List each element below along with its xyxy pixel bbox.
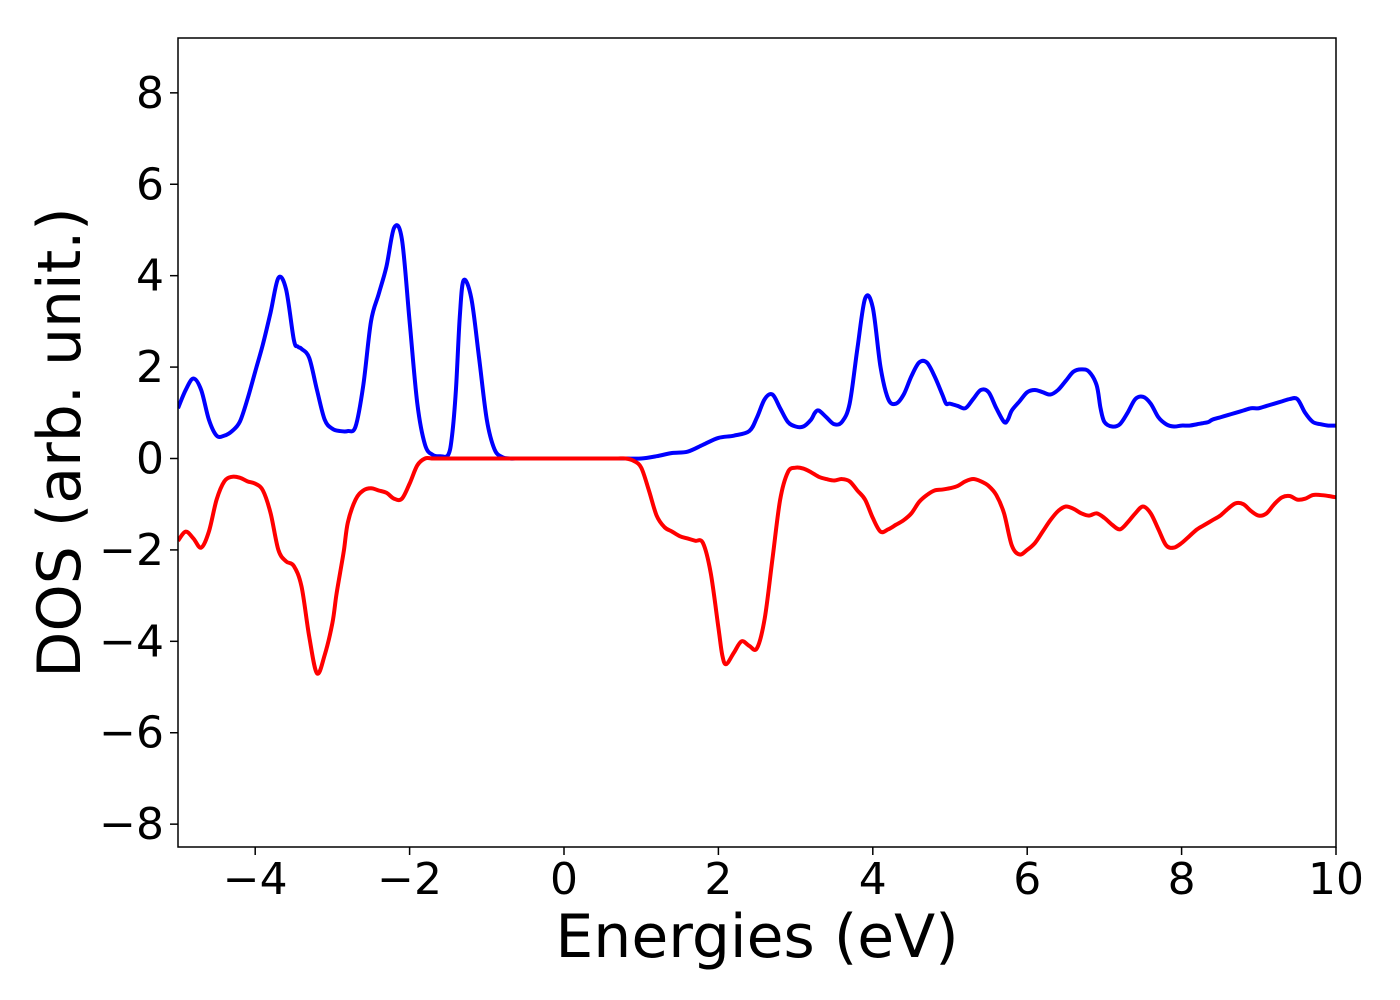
x-tick-label: 4 <box>859 854 887 905</box>
y-tick-label: 0 <box>136 433 164 484</box>
y-tick-label: 2 <box>136 342 164 393</box>
x-tick-label: 8 <box>1168 854 1196 905</box>
x-tick-label: −2 <box>377 854 442 905</box>
y-axis-label: DOS (arb. unit.) <box>25 207 95 677</box>
y-tick-label: −8 <box>99 799 164 850</box>
x-tick-label: −4 <box>223 854 288 905</box>
x-tick-label: 6 <box>1013 854 1041 905</box>
y-tick-label: 4 <box>136 251 164 302</box>
x-tick-label: 2 <box>704 854 732 905</box>
series-line-blue <box>178 223 1336 461</box>
x-tick-label: 0 <box>550 854 578 905</box>
y-tick-label: −4 <box>99 616 164 667</box>
series-layer <box>178 223 1336 676</box>
x-tick-label: 10 <box>1308 854 1364 905</box>
y-tick-label: −6 <box>99 708 164 759</box>
x-axis-label: Energies (eV) <box>555 902 958 972</box>
y-tick-label: 8 <box>136 68 164 119</box>
plot-frame <box>177 37 1337 848</box>
series-line-red <box>178 455 1336 676</box>
tick-layer: −4 −2 0 2 4 6 8 10 −8 −6 −4 −2 0 2 4 6 8 <box>99 68 1364 905</box>
y-tick-label: −2 <box>99 525 164 576</box>
y-tick-label: 6 <box>136 159 164 210</box>
